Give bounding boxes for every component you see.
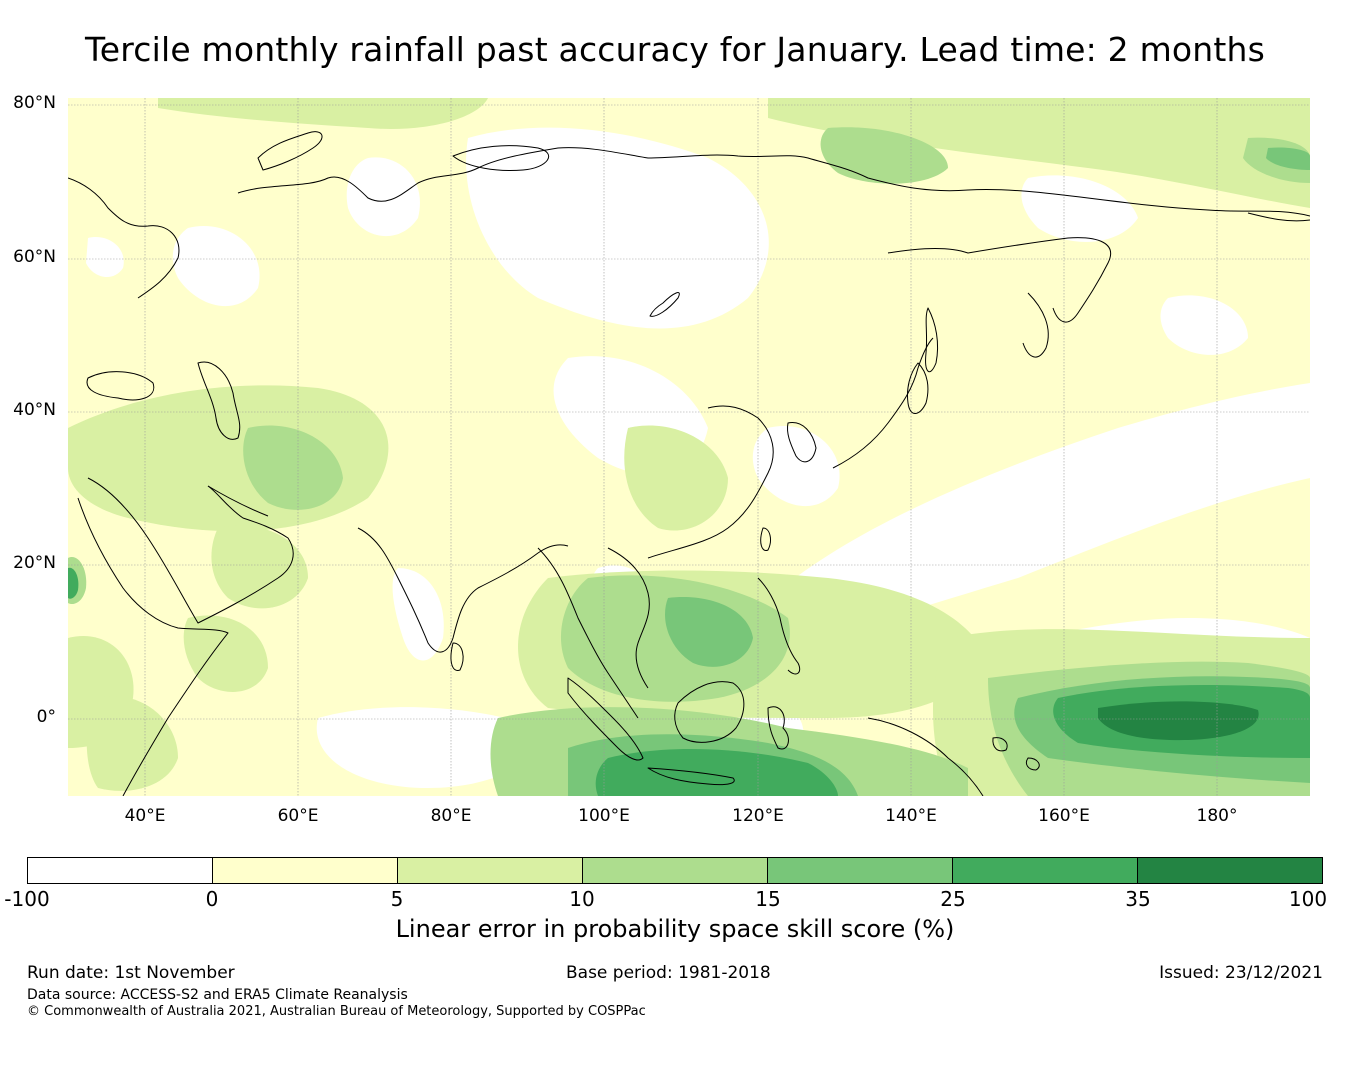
lon-label-140e: 140°E [885,806,937,826]
map-canvas [68,98,1310,796]
colorbar-tick: 35 [1125,887,1151,911]
colorbar-tick: 25 [940,887,966,911]
data-source: Data source: ACCESS-S2 and ERA5 Climate … [27,987,408,1003]
coastlines [68,131,1310,796]
copyright-notice: © Commonwealth of Australia 2021, Austra… [27,1004,646,1019]
graticule [68,98,1310,796]
colorbar-segment [398,858,583,883]
lon-label-180: 180° [1196,806,1238,826]
lat-label-20n: 20°N [13,553,56,573]
colorbar-tick: 10 [569,887,595,911]
colorbar-tick: -100 [4,887,50,911]
colorbar-label: Linear error in probability space skill … [395,915,955,943]
colorbar-segment [213,858,398,883]
lat-label-equator: 0° [36,707,56,727]
skill-band-35-100 [1098,701,1259,741]
skill-score-map [68,98,1310,796]
colorbar-tick: 15 [755,887,781,911]
lon-label-160e: 160°E [1038,806,1090,826]
lat-label-80n: 80°N [13,93,56,113]
lon-label-60e: 60°E [277,806,319,826]
lon-label-80e: 80°E [430,806,472,826]
colorbar-segment [28,858,213,883]
colorbar-segment [1138,858,1322,883]
colorbar [27,857,1323,884]
colorbar-tick: 5 [390,887,404,911]
colorbar-tick: 100 [1288,887,1328,911]
lat-label-60n: 60°N [13,247,56,267]
lon-label-40e: 40°E [124,806,166,826]
base-period: Base period: 1981-2018 [566,963,771,983]
lon-label-120e: 120°E [732,806,784,826]
lon-label-100e: 100°E [578,806,630,826]
colorbar-segment [953,858,1138,883]
lat-label-40n: 40°N [13,400,56,420]
colorbar-segment [583,858,768,883]
run-date: Run date: 1st November [27,963,235,983]
chart-title: Tercile monthly rainfall past accuracy f… [84,30,1266,69]
colorbar-segment [768,858,953,883]
colorbar-tick: 0 [205,887,219,911]
issued-date: Issued: 23/12/2021 [1159,963,1323,983]
